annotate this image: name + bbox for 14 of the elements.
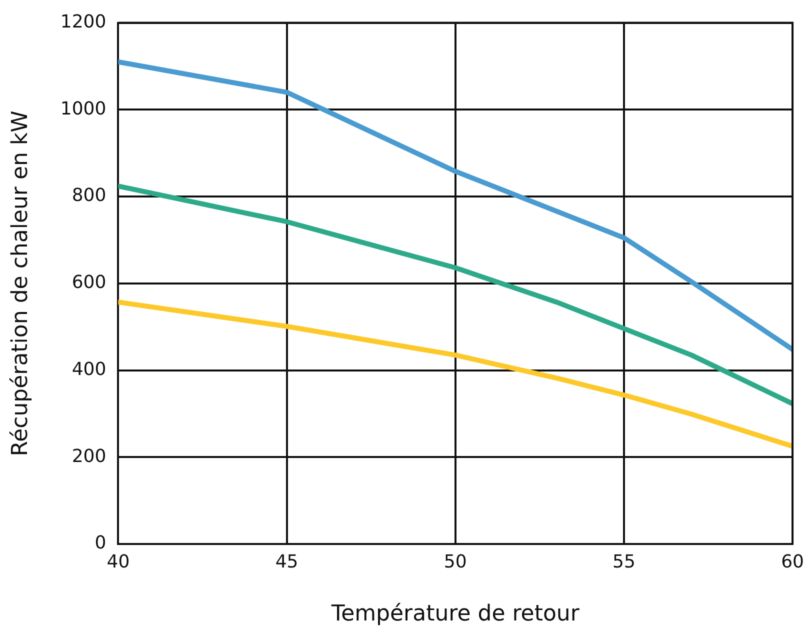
y-tick-label: 1000	[60, 98, 106, 120]
x-tick-label: 55	[612, 551, 636, 572]
y-tick-label: 600	[72, 272, 106, 294]
y-tick-label: 800	[72, 185, 106, 206]
y-tick-label: 0	[94, 532, 106, 554]
x-tick-label: 40	[106, 551, 130, 572]
y-tick-label: 400	[72, 358, 106, 380]
x-axis-title: Température de retour	[330, 602, 580, 627]
x-tick-label: 60	[781, 551, 804, 572]
x-tick-label: 45	[275, 551, 298, 572]
y-tick-label: 200	[72, 446, 106, 467]
x-tick-label: 50	[444, 551, 467, 572]
y-axis-title: Récupération de chaleur en kW	[8, 110, 33, 456]
y-tick-label: 1200	[60, 11, 106, 32]
